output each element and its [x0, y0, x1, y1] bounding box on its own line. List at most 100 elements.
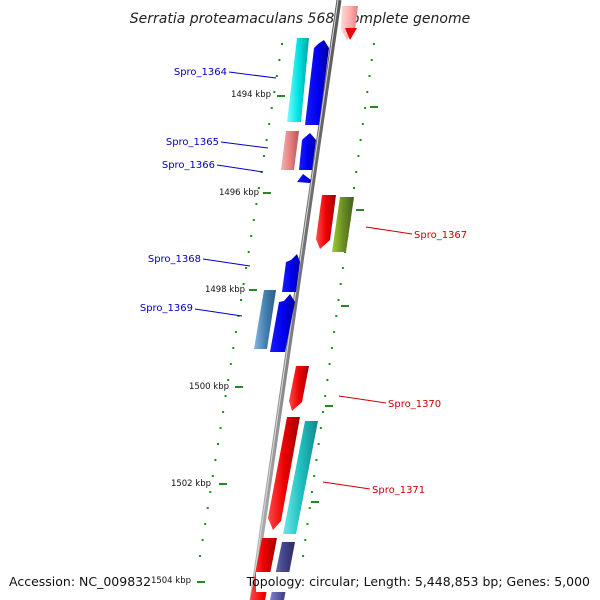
track-dot-right-4: [364, 107, 367, 109]
track-dot-left-26: [214, 459, 217, 461]
track-dot-right-2: [368, 75, 371, 77]
label-spro-1364[interactable]: Spro_1364: [174, 67, 227, 78]
track-dot-left-1: [278, 59, 281, 61]
track-dot-right-24: [319, 427, 322, 429]
track-dot-left-6: [265, 139, 268, 141]
leader-spro-1371: [322, 481, 371, 490]
track-dot-left-25: [217, 443, 219, 445]
track-dot-right-6: [359, 139, 362, 141]
gene-spro-1370[interactable]: [289, 366, 309, 411]
track-dot-right-21: [326, 379, 329, 381]
track-dot-left-7: [263, 155, 265, 157]
track-dot-right-23: [322, 411, 324, 413]
track-dot-right-25: [317, 443, 320, 445]
track-dot-left-30: [204, 523, 207, 525]
genome-backbone: [249, 0, 342, 600]
track-dot-right-22: [324, 395, 327, 397]
tick-label-1502: 1502 kbp: [171, 479, 211, 489]
genome-backbone-highlight: [250, 0, 339, 600]
leader-spro-1368: [202, 258, 251, 267]
leader-spro-1369: [194, 308, 243, 317]
track-dot-left-3: [273, 91, 276, 93]
label-spro-1370[interactable]: Spro_1370: [388, 399, 441, 410]
track-dot-left-13: [247, 251, 250, 253]
gene-spro-1367[interactable]: [332, 197, 354, 252]
track-dot-right-18: [333, 331, 336, 333]
label-spro-1366[interactable]: Spro_1366: [162, 160, 215, 171]
dotted-tracks: [199, 43, 375, 557]
track-dot-right-1: [370, 59, 373, 61]
gene-spro-1364[interactable]: [287, 38, 309, 122]
track-dot-left-16: [240, 299, 242, 301]
label-spro-1365[interactable]: Spro_1365: [166, 137, 219, 148]
track-dot-right-8: [355, 171, 358, 173]
track-dot-right-17: [335, 315, 338, 317]
footer-summary-bg: [256, 572, 594, 592]
label-spro-1367[interactable]: Spro_1367: [414, 230, 467, 241]
label-spro-1368[interactable]: Spro_1368: [148, 254, 201, 265]
gene-blue-1364b[interactable]: [305, 40, 329, 125]
position-ticks: 1494 kbp 1496 kbp 1498 kbp 1500 kbp 1502…: [151, 90, 378, 586]
track-dot-left-18: [234, 331, 237, 333]
track-dot-left-10: [255, 203, 258, 205]
track-dot-left-32: [199, 555, 201, 557]
footer-summary: Topology: circular; Length: 5,448,853 bp…: [246, 574, 590, 589]
track-dot-left-2: [275, 75, 278, 77]
gene-blue-1369b[interactable]: [270, 294, 295, 352]
gene-red-long[interactable]: [268, 417, 300, 530]
tick-label-1496: 1496 kbp: [219, 188, 259, 198]
footer-accession-bg: [6, 572, 150, 592]
track-dot-right-9: [353, 187, 355, 189]
track-dot-left-20: [229, 363, 232, 365]
track-dot-left-4: [270, 107, 273, 109]
track-dot-right-7: [357, 155, 360, 157]
gene-labels: Spro_1364 Spro_1365 Spro_1366 Spro_1367 …: [140, 67, 467, 496]
track-dot-right-31: [304, 539, 307, 541]
label-spro-1369[interactable]: Spro_1369: [140, 303, 193, 314]
track-dot-right-3: [366, 91, 369, 93]
gene-spro-1371[interactable]: [283, 421, 318, 534]
track-dot-right-26: [315, 459, 318, 461]
track-dot-right-14: [341, 267, 344, 269]
track-dot-left-5: [268, 123, 271, 125]
tick-label-1498: 1498 kbp: [205, 285, 245, 295]
leader-spro-1367: [365, 226, 413, 235]
track-dot-left-11: [252, 219, 255, 221]
tick-label-1500: 1500 kbp: [189, 382, 229, 392]
gene-spro-1369[interactable]: [254, 290, 276, 349]
track-dot-left-31: [201, 539, 204, 541]
track-dot-left-28: [209, 491, 212, 493]
track-dot-right-20: [328, 363, 331, 365]
gene-top-partial-head[interactable]: [345, 28, 357, 40]
track-dot-right-15: [339, 283, 342, 285]
gene-red-1367a[interactable]: [316, 195, 336, 249]
track-dot-right-28: [310, 491, 313, 493]
track-dot-left-22: [224, 395, 227, 397]
leader-spro-1366: [216, 164, 264, 173]
track-dot-right-5: [361, 123, 364, 125]
track-dot-right-30: [306, 523, 309, 525]
track-dot-left-21: [227, 379, 230, 381]
leader-spro-1370: [338, 395, 387, 404]
leader-spro-1364: [228, 71, 277, 79]
gene-spro-1368[interactable]: [282, 254, 300, 292]
track-dot-right-29: [308, 507, 311, 509]
gene-spro-1366[interactable]: [297, 174, 311, 183]
leader-spro-1365: [220, 141, 269, 149]
tick-label-1504: 1504 kbp: [151, 576, 191, 586]
track-dot-left-19: [232, 347, 235, 349]
track-dot-left-12: [250, 235, 253, 237]
track-dot-left-9: [257, 187, 260, 189]
track-dot-left-24: [219, 427, 222, 429]
footer-accession: Accession: NC_009832: [9, 574, 151, 589]
gene-blue-1365b[interactable]: [299, 133, 316, 170]
track-dot-right-16: [337, 299, 340, 301]
gene-spro-1365[interactable]: [281, 131, 299, 170]
track-dot-left-27: [211, 475, 214, 477]
map-title: Serratia proteamaculans 568, complete ge…: [130, 11, 470, 27]
label-spro-1371[interactable]: Spro_1371: [372, 485, 425, 496]
tick-label-1494: 1494 kbp: [231, 90, 271, 100]
track-dot-left-29: [206, 507, 209, 509]
track-dot-left-0: [281, 43, 283, 45]
